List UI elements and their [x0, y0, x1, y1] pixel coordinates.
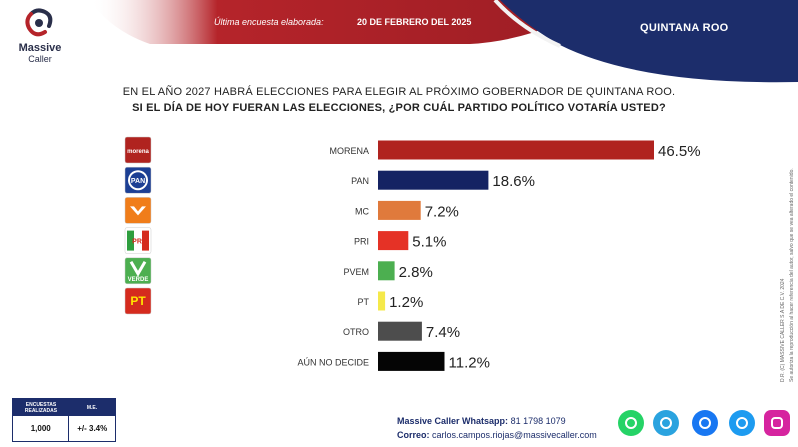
value-label: 46.5%: [658, 143, 701, 160]
bar-pvem: [378, 261, 395, 281]
value-label: 7.2%: [425, 203, 459, 220]
brand-name: Massive: [18, 42, 62, 54]
pvem-logo-text: VERDE: [128, 277, 149, 283]
bar-pt: [378, 291, 386, 311]
value-label: 5.1%: [412, 234, 446, 251]
bar-mc: [378, 200, 421, 220]
margin-error-value: +/- 3.4%: [77, 424, 108, 433]
massive-caller-logo-icon: [25, 8, 53, 37]
value-label: 2.8%: [399, 264, 433, 281]
value-label: 1.2%: [389, 294, 423, 311]
instagram-icon-glyph: [771, 417, 783, 429]
category-label: OTRO: [343, 327, 369, 337]
value-label: 18.6%: [492, 173, 535, 190]
category-label: AÚN NO DECIDE: [297, 357, 369, 367]
surveys-value: 1,000: [13, 416, 70, 441]
twitter-icon[interactable]: [729, 410, 755, 436]
pri-logo-text: PRI: [132, 239, 144, 246]
telegram-icon[interactable]: [653, 410, 679, 436]
bar-pan: [378, 170, 489, 190]
email-address[interactable]: carlos.campos.riojas@massivecaller.com: [432, 430, 597, 440]
mc-eagle-icon: [130, 206, 146, 216]
whatsapp-icon[interactable]: [618, 410, 644, 436]
surveys-label: ENCUESTAS REALIZADAS: [24, 401, 58, 414]
pan-logo-text: PAN: [131, 178, 145, 185]
bar-morena: [378, 140, 654, 160]
question-title: SI EL DÍA DE HOY FUERAN LAS ELECCIONES, …: [132, 102, 666, 114]
whatsapp-contact: Massive Caller Whatsapp: 81 1798 1079: [397, 416, 566, 426]
bar-pri: [378, 231, 409, 251]
bar-otro: [378, 321, 422, 341]
bar-a-n-no-decide: [378, 351, 445, 371]
survey-date-label: Última encuesta elaborada:: [214, 17, 324, 27]
whatsapp-icon-glyph: [625, 417, 637, 429]
survey-date: 20 DE FEBRERO DEL 2025: [357, 17, 472, 27]
pt-logo-text: PT: [130, 294, 146, 308]
pri-red-band: [142, 230, 149, 251]
whatsapp-number[interactable]: 81 1798 1079: [510, 416, 566, 426]
brand-subname: Caller: [28, 54, 52, 64]
brand-logo: Massive Caller: [10, 8, 70, 64]
telegram-icon-glyph: [660, 417, 672, 429]
whatsapp-label: Massive Caller Whatsapp:: [397, 416, 509, 426]
value-label: 11.2%: [449, 354, 490, 371]
instagram-icon[interactable]: [764, 410, 790, 436]
pan-logo-inner: [130, 172, 146, 189]
question-context: EN EL AÑO 2027 HABRÁ ELECCIONES PARA ELE…: [122, 86, 676, 98]
email-contact: Correo: carlos.campos.riojas@massivecall…: [397, 430, 597, 440]
copyright-note: D.R. (C) MASSIVE CALLER S.A DE C.V. 2024: [780, 278, 786, 382]
pvem-toucan-icon: [129, 261, 147, 277]
pt-logo: [124, 287, 152, 315]
facebook-icon[interactable]: [692, 410, 718, 436]
category-label: MC: [355, 206, 369, 216]
region-title: QUINTANA ROO: [640, 22, 729, 34]
category-label: PVEM: [343, 267, 369, 277]
mc-logo: [124, 197, 152, 224]
margin-error-label: M.E.: [86, 404, 98, 411]
category-label: PRI: [354, 237, 369, 247]
reproduction-note: Se autoriza la reproducción al hacer ref…: [789, 168, 795, 382]
category-label: PAN: [351, 176, 369, 186]
category-label: MORENA: [329, 146, 369, 156]
facebook-icon-glyph: [699, 417, 711, 429]
morena-logo: [124, 136, 152, 164]
survey-stats-box: ENCUESTAS REALIZADAS M.E. 1,000 +/- 3.4%: [12, 398, 116, 442]
pri-green-band: [127, 230, 134, 251]
twitter-icon-glyph: [736, 417, 748, 429]
value-label: 7.4%: [426, 324, 460, 341]
email-label: Correo:: [397, 430, 430, 440]
morena-logo-text: morena: [127, 149, 149, 155]
category-label: PT: [357, 297, 369, 307]
